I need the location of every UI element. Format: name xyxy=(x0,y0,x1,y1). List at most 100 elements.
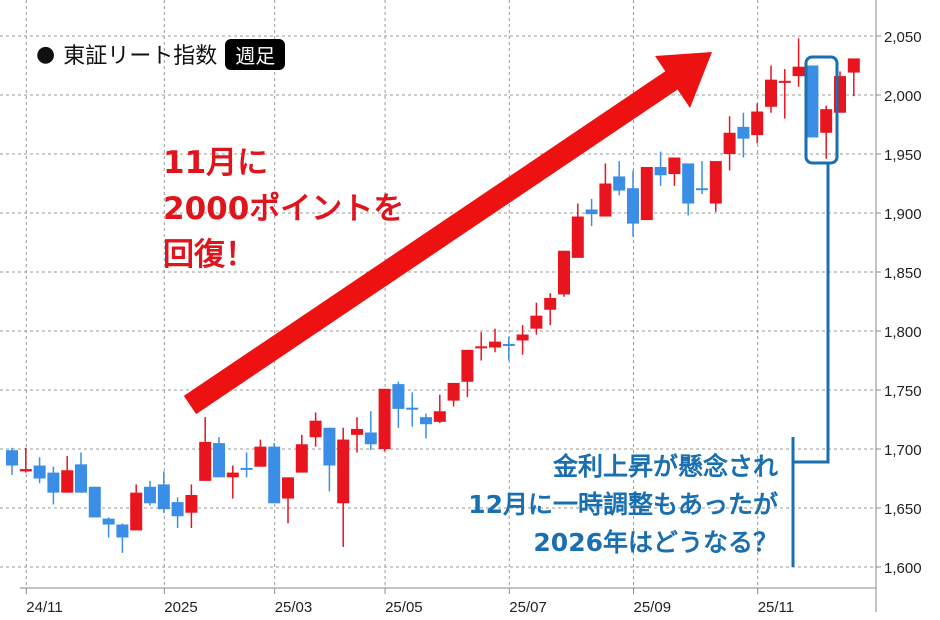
blue-annotation-line: 12月に一時調整もあったが xyxy=(468,490,778,519)
y-tick-label: 1,600 xyxy=(884,560,922,577)
red-annotation-line: 11月に xyxy=(163,145,269,181)
candle-body xyxy=(751,111,764,136)
candle xyxy=(406,392,419,427)
candle-body xyxy=(778,80,791,83)
candle xyxy=(309,412,322,447)
candle xyxy=(765,65,777,113)
candle xyxy=(502,336,515,361)
candle-body xyxy=(475,346,488,349)
candle xyxy=(323,427,336,492)
candle-body xyxy=(696,188,708,191)
candle-body xyxy=(364,432,377,445)
candle-body xyxy=(116,524,129,538)
candle-body xyxy=(599,183,612,217)
candle-body xyxy=(420,417,432,425)
candle xyxy=(475,332,488,361)
candle xyxy=(364,411,377,451)
candle xyxy=(268,443,281,504)
candle xyxy=(640,166,653,221)
candle-body xyxy=(544,297,557,310)
candle-body xyxy=(392,384,405,409)
candle xyxy=(6,447,18,475)
red-annotation-line: 2000ポイントを xyxy=(163,191,405,227)
candle xyxy=(447,382,460,407)
candle xyxy=(627,170,639,237)
blue-annotation: 金利上昇が懸念され 12月に一時調整もあったが 2026年はどうなる？ xyxy=(468,448,778,562)
annotation-overlay xyxy=(183,52,839,567)
candle-body xyxy=(240,467,253,470)
candle xyxy=(61,456,74,493)
candle-body xyxy=(433,411,446,422)
red-annotation-line: 回復！ xyxy=(163,237,256,273)
candle-body xyxy=(199,441,212,481)
candle xyxy=(130,484,143,531)
candle xyxy=(585,198,598,226)
candle xyxy=(226,465,239,499)
candle-body xyxy=(668,157,681,175)
connector-line xyxy=(793,163,830,464)
candle-body xyxy=(102,518,115,525)
y-tick-label: 1,700 xyxy=(884,442,922,459)
candle-body xyxy=(723,132,736,154)
blue-annotation-line: 金利上昇が懸念され xyxy=(552,452,778,481)
y-tick-label: 1,900 xyxy=(884,206,922,223)
candle-body xyxy=(461,349,474,382)
candle-body xyxy=(709,161,722,204)
candle xyxy=(613,161,626,196)
candle xyxy=(157,471,170,513)
x-tick-label: 25/09 xyxy=(634,599,672,616)
candle xyxy=(378,388,391,452)
candle-body xyxy=(295,444,308,473)
candle xyxy=(696,161,708,195)
x-tick-label: 24/11 xyxy=(26,599,62,616)
candle-body xyxy=(309,420,322,438)
candle-body xyxy=(213,443,225,478)
candle-body xyxy=(171,502,184,517)
candle-body xyxy=(254,446,267,467)
candle xyxy=(88,486,101,518)
candle-body xyxy=(558,250,570,295)
bullet-icon: ● xyxy=(36,41,56,67)
candle-body xyxy=(640,166,653,221)
candle xyxy=(806,65,819,138)
candle-body xyxy=(88,486,101,518)
candle-body xyxy=(530,315,543,329)
candle-body xyxy=(682,163,695,204)
candle xyxy=(240,452,253,478)
y-tick-label: 2,050 xyxy=(884,29,922,46)
candle xyxy=(420,413,432,439)
candle xyxy=(33,457,46,484)
candle-body xyxy=(323,427,336,466)
candle xyxy=(144,480,156,506)
candle-body xyxy=(226,472,239,478)
candle-body xyxy=(765,79,777,107)
x-tick-label: 25/07 xyxy=(509,599,547,616)
candle xyxy=(392,381,405,428)
trend-arrow-head xyxy=(655,52,712,108)
candle-body xyxy=(47,472,60,493)
candle-body xyxy=(447,382,460,401)
candle-body xyxy=(337,439,350,504)
candle xyxy=(820,105,833,159)
candle xyxy=(654,151,667,186)
candle-body xyxy=(130,492,143,531)
candle xyxy=(599,163,612,217)
red-annotation: 11月に 2000ポイントを 回復！ xyxy=(163,140,404,278)
candle-body xyxy=(19,469,32,472)
candle xyxy=(530,302,543,335)
candle xyxy=(102,517,115,538)
candle-body xyxy=(406,407,419,410)
candle-body xyxy=(627,188,639,224)
candle-body xyxy=(613,176,626,191)
candle-body xyxy=(792,66,805,77)
candle xyxy=(75,452,87,493)
candle xyxy=(351,417,363,453)
candle-body xyxy=(282,477,294,499)
candle xyxy=(558,250,570,297)
candle xyxy=(751,103,764,144)
candle-body xyxy=(61,470,74,493)
candle xyxy=(116,523,129,553)
candle-body xyxy=(33,465,46,479)
x-tick-label: 25/05 xyxy=(385,599,423,616)
